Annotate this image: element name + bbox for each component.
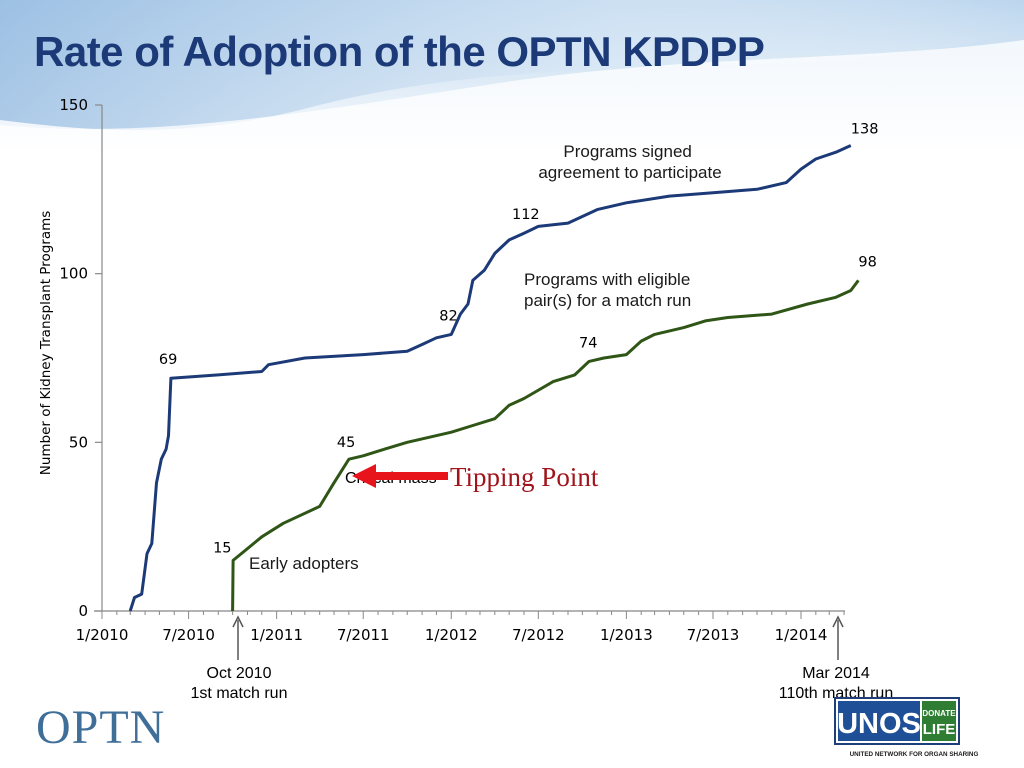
data-label: 45	[337, 435, 355, 451]
mar2014-marker	[832, 615, 844, 660]
x-tick-label: 1/2014	[775, 626, 828, 644]
data-label: 112	[512, 207, 540, 223]
series-line-eligible	[231, 279, 860, 612]
unos-logo: UNOS DONATE LIFE UNITED NETWORK FOR ORGA…	[834, 697, 979, 758]
y-tick-label: 150	[59, 96, 88, 114]
background-wave	[0, 0, 1024, 160]
data-label: 15	[213, 540, 231, 556]
data-label: 69	[159, 352, 177, 368]
y-axis-label: Number of Kidney Transplant Programs	[38, 211, 54, 476]
x-tick-label: 1/2013	[600, 626, 653, 644]
optn-logo: OPTN	[36, 701, 166, 754]
data-label: 74	[579, 335, 597, 351]
x-tick-label: 1/2011	[250, 626, 303, 644]
x-tick-label: 7/2012	[512, 626, 565, 644]
series-label-eligible: Programs with eligible pair(s) for a mat…	[524, 270, 695, 310]
early-adopters-label: Early adopters	[249, 554, 359, 573]
oct2010-desc-label: 1st match run	[191, 685, 288, 702]
mar2014-date-label: Mar 2014	[802, 665, 870, 682]
x-tick-label: 1/2012	[425, 626, 478, 644]
series-label-signed: Programs signed agreement to participate	[538, 142, 721, 182]
unos-donate-text: DONATE	[922, 709, 956, 718]
x-tick-label: 7/2013	[687, 626, 740, 644]
tipping-point-arrow	[352, 464, 448, 488]
y-tick-label: 0	[78, 602, 88, 620]
series-lines	[128, 144, 860, 612]
oct2010-date-label: Oct 2010	[207, 665, 272, 682]
unos-tagline: UNITED NETWORK FOR ORGAN SHARING	[850, 751, 979, 758]
data-labels: 69 82 112 138 15 45 74 98	[159, 121, 879, 556]
unos-logo-text: UNOS	[837, 708, 921, 740]
y-tick-label: 50	[69, 433, 88, 451]
data-label: 138	[851, 121, 879, 137]
axes: 0 50 100 150 1/2010 7/2010 1/2011 7/2011 1/2012 7…	[59, 96, 845, 644]
y-tick-label: 100	[59, 265, 88, 283]
unos-life-text: LIFE	[923, 721, 956, 738]
data-label: 82	[439, 308, 457, 324]
oct2010-marker	[232, 615, 244, 660]
series-line-signed	[128, 144, 852, 612]
data-label: 98	[858, 254, 876, 270]
tipping-point-label: Tipping Point	[450, 462, 599, 492]
x-tick-label: 7/2010	[162, 626, 215, 644]
x-tick-label: 7/2011	[337, 626, 390, 644]
x-tick-label: 1/2010	[76, 626, 129, 644]
page-title: Rate of Adoption of the OPTN KPDPP	[34, 28, 765, 75]
